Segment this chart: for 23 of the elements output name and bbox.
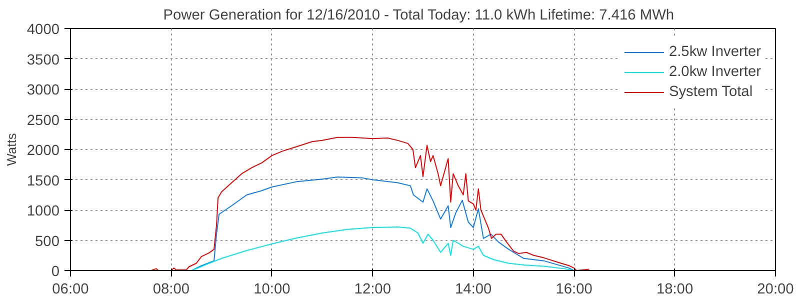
line-series (150, 136, 590, 270)
y-tick-label: 1000 (26, 204, 60, 220)
legend-label: 2.5kw Inverter (668, 44, 761, 60)
y-tick-label: 2000 (26, 143, 60, 159)
x-tick-label: 06:00 (52, 282, 89, 298)
y-tick-label: 0 (51, 264, 60, 280)
y-axis-title: Watts (4, 132, 19, 166)
y-tick-label: 4000 (26, 22, 60, 38)
y-tick-label: 3500 (26, 52, 60, 68)
legend-label: 2.0kw Inverter (668, 64, 761, 80)
y-tick-label: 500 (35, 234, 60, 250)
x-tick-label: 16:00 (556, 282, 592, 298)
x-tick-label: 08:00 (152, 282, 190, 298)
x-tick-label: 12:00 (354, 282, 391, 298)
legend-label: System Total (668, 84, 753, 100)
y-tick-label: 1500 (26, 173, 60, 190)
x-tick-label: 14:00 (455, 282, 492, 298)
x-tick-label: 10:00 (254, 282, 290, 298)
chart-title: Power Generation for 12/16/2010 - Total Today: 11.0 kWh Lifetime: 7.416 MWh (163, 8, 674, 24)
x-tick-label: 18:00 (656, 282, 694, 298)
y-tick-label: 3000 (26, 82, 60, 98)
x-tick-label: 20:00 (757, 282, 794, 298)
y-tick-label: 2500 (26, 112, 60, 129)
